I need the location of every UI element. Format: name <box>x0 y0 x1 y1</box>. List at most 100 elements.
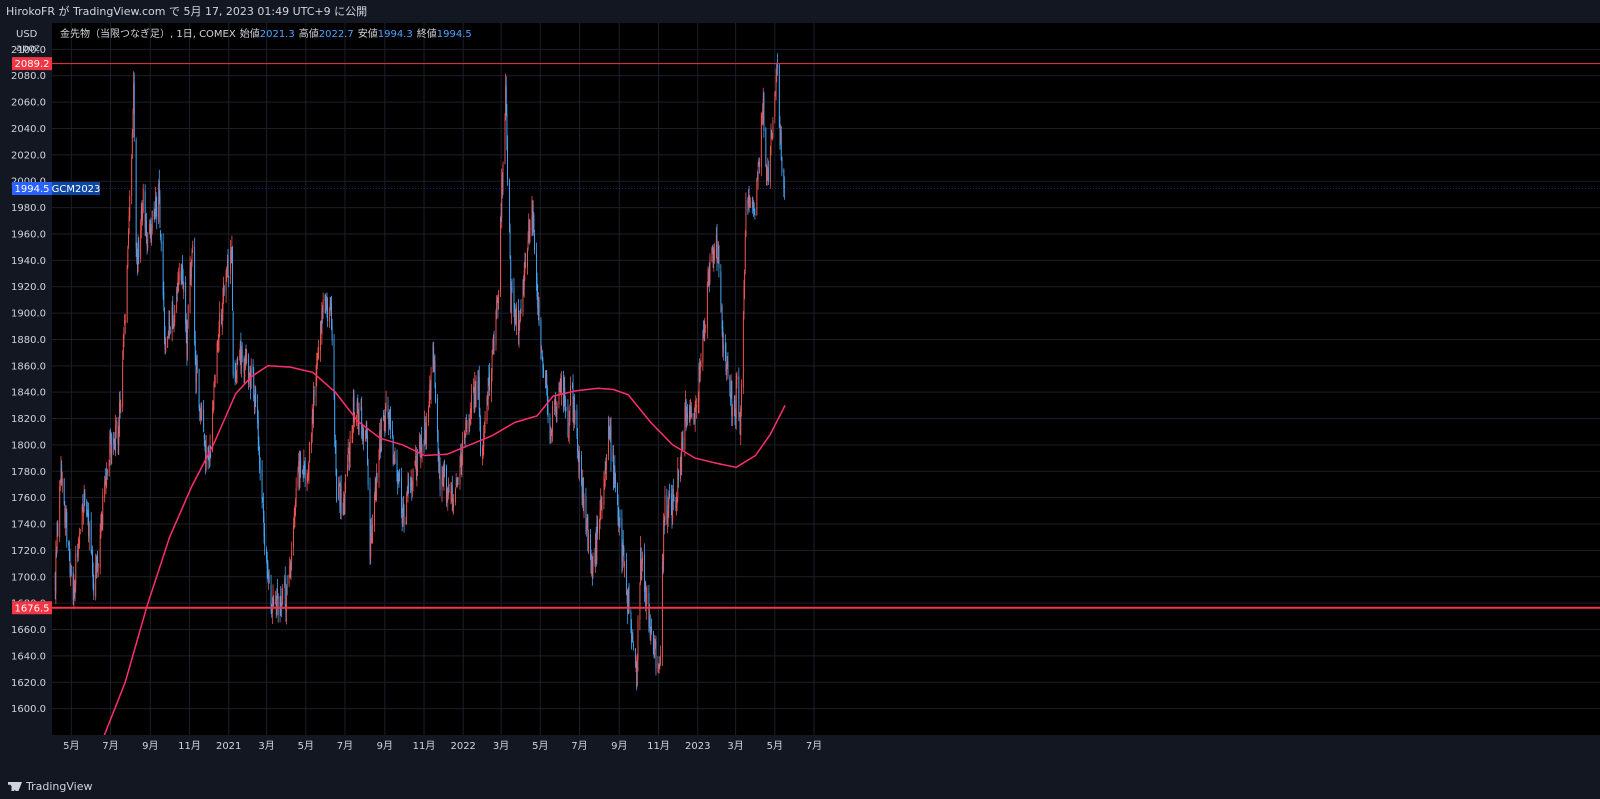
candle-body <box>275 603 277 607</box>
candle-body <box>429 383 431 401</box>
candle-body <box>762 95 764 114</box>
candle-body <box>86 501 88 516</box>
candle-body <box>555 409 557 414</box>
candle-body <box>137 257 138 274</box>
candle-body <box>693 413 695 415</box>
horizontal-levels[interactable]: 2089.2 1676.5 1994.5 GCM2023 <box>12 57 1600 615</box>
candle-body <box>223 286 225 295</box>
candle-body <box>376 474 377 501</box>
candle-body <box>670 493 672 511</box>
candle-body <box>551 430 553 434</box>
candle-body <box>289 567 291 569</box>
candle-body <box>295 500 296 515</box>
level-tag <box>12 601 52 615</box>
candle-body <box>451 483 453 495</box>
candle-body <box>718 245 720 269</box>
candle-body <box>230 249 232 261</box>
candle-body <box>159 195 161 228</box>
candle-body <box>379 430 381 451</box>
candle-body <box>266 562 268 568</box>
candle-body <box>631 636 633 640</box>
legend: USD apoz 金先物（当限つなぎ足）, 1日, COMEX 始値2021.3 高… <box>16 27 472 54</box>
candle-body <box>535 252 537 280</box>
candle-body <box>457 477 459 482</box>
candle-body <box>374 494 375 526</box>
candle-body <box>524 261 526 272</box>
candle-body <box>390 417 392 431</box>
candle-body <box>438 461 440 474</box>
candle-body <box>573 396 575 419</box>
candle-body <box>83 511 84 515</box>
candle-body <box>225 270 227 292</box>
candle-body <box>352 430 354 439</box>
candle-body <box>59 485 61 538</box>
candle-body <box>487 377 489 400</box>
candle-body <box>228 277 230 278</box>
candle-body <box>248 372 250 381</box>
candle-body <box>293 514 295 523</box>
candle-body <box>689 406 691 420</box>
candle-body <box>487 400 489 402</box>
candle-body <box>663 517 665 523</box>
candle-body <box>740 383 742 412</box>
candle-body <box>181 265 183 275</box>
candle-body <box>588 535 589 553</box>
candle-body <box>444 464 446 470</box>
candle-body <box>92 572 94 588</box>
candle-body <box>383 414 384 420</box>
price-tick-label: 1880.0 <box>11 335 46 346</box>
candle-body <box>322 299 324 312</box>
time-tick-label: 7月 <box>806 740 822 752</box>
candle-body <box>639 583 641 620</box>
candle-body <box>709 256 711 283</box>
candle-body <box>335 441 337 474</box>
time-tick-label: 3月 <box>727 740 743 752</box>
candle-body <box>244 365 246 377</box>
candle-body <box>64 508 66 522</box>
last-price-tag-label: 1994.5 <box>15 184 50 195</box>
candle-body <box>72 572 74 601</box>
candle-body <box>83 492 85 512</box>
time-tick-label: 9月 <box>611 740 627 752</box>
time-axis[interactable]: 5月 7月 9月 11月 2021 3月 5月 7月 9月 11月 2022 3月 5月 7月 9月 11月 2… <box>63 740 822 752</box>
candle-body <box>122 340 124 358</box>
candle-body <box>313 390 315 394</box>
candle-body <box>637 619 639 661</box>
candle-body <box>347 464 348 477</box>
candle-body <box>312 414 314 424</box>
candle-body <box>652 632 654 652</box>
candle-body <box>141 209 143 219</box>
candle-body <box>86 512 88 515</box>
candle-body <box>626 589 628 593</box>
candle-body <box>280 595 282 606</box>
candle-body <box>164 332 166 350</box>
candle-body <box>271 608 273 615</box>
candle-body <box>686 414 688 424</box>
candle-body <box>366 430 368 438</box>
plot-area[interactable] <box>52 23 1600 735</box>
candle-body <box>398 480 400 482</box>
candle-body <box>628 584 630 614</box>
candle-body <box>257 419 259 440</box>
candle-body <box>465 421 467 434</box>
candle-body <box>460 452 462 462</box>
candle-body <box>363 431 365 439</box>
candle-body <box>163 307 165 336</box>
candle-body <box>655 641 657 669</box>
candle-body <box>758 160 760 166</box>
tradingview-logo[interactable]: TradingView <box>8 775 92 798</box>
candle-body <box>316 364 318 378</box>
candle-body <box>758 161 760 167</box>
candle-body <box>475 380 477 407</box>
candle-body <box>187 305 189 319</box>
candle-body <box>679 458 681 480</box>
candle-body <box>389 415 391 419</box>
price-chart[interactable]: 1600.01620.01640.01660.01680.01700.01720… <box>0 23 1600 775</box>
candle-body <box>550 434 552 436</box>
candle-body <box>119 402 121 409</box>
candle-body <box>498 293 499 310</box>
candle-body <box>618 519 620 528</box>
candle-body <box>501 179 503 219</box>
candle-body <box>495 311 497 346</box>
candle-body <box>474 380 476 412</box>
